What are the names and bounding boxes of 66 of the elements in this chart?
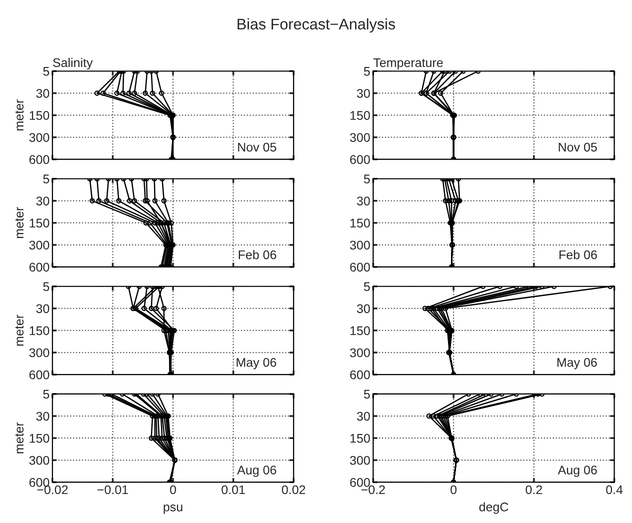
y-tick-label: 150 (30, 326, 50, 336)
y-tick-label: 300 (350, 133, 370, 142)
y-tick-label: 600 (29, 262, 50, 272)
y-tick-label: 5 (43, 67, 50, 76)
y-axis-title: meter (15, 99, 24, 130)
annotation: Feb 06 (560, 250, 597, 260)
y-axis-title: meter (15, 422, 24, 454)
y-tick-label: 300 (350, 348, 370, 358)
y-axis-title: meter (15, 207, 24, 238)
y-tick-label: 150 (350, 111, 370, 120)
x-tick-label: 0 (450, 485, 457, 494)
x-tick-label: 0.01 (222, 485, 245, 494)
x-tick-label: 0.2 (526, 485, 542, 494)
y-tick-label: 30 (356, 88, 370, 98)
annotation: Nov 05 (238, 142, 276, 152)
y-tick-label: 600 (29, 478, 50, 487)
annotation: Aug 06 (558, 466, 597, 477)
y-tick-label: 150 (30, 434, 50, 443)
chart-title: Bias Forecast−Analysis (238, 18, 396, 33)
y-tick-label: 300 (350, 240, 370, 250)
x-tick-label: 0.02 (282, 485, 306, 494)
y-tick-label: 600 (350, 370, 370, 380)
annotation: May 06 (236, 358, 276, 370)
y-tick-label: 150 (30, 218, 50, 228)
y-tick-label: 30 (356, 196, 370, 206)
y-tick-label: 150 (350, 326, 370, 336)
y-tick-label: 150 (30, 111, 50, 120)
y-tick-label: 30 (36, 88, 50, 98)
y-tick-label: 300 (29, 240, 50, 250)
y-tick-label: 5 (43, 390, 50, 399)
y-tick-label: 30 (36, 412, 50, 421)
x-tick-label: −0.02 (37, 485, 68, 494)
x-axis-title: degC (479, 502, 508, 514)
y-tick-label: 600 (350, 155, 370, 164)
y-axis-title: meter (15, 314, 24, 346)
y-tick-label: 600 (29, 370, 50, 380)
y-tick-label: 5 (43, 282, 50, 292)
y-tick-label: 30 (36, 304, 50, 314)
chart-subtitle: Salinity (53, 58, 93, 70)
y-tick-label: 300 (350, 456, 370, 465)
x-axis-title: psu (164, 504, 182, 514)
annotation: Aug 06 (237, 466, 276, 477)
x-tick-label: 0.4 (606, 485, 623, 494)
y-tick-label: 30 (356, 304, 370, 314)
chart-subtitle: Temperature (373, 58, 443, 70)
y-tick-label: 150 (350, 218, 370, 228)
y-tick-label: 600 (350, 478, 370, 487)
y-tick-label: 5 (364, 174, 370, 184)
y-tick-label: 30 (356, 412, 370, 421)
x-tick-label: −0.2 (361, 485, 385, 494)
y-tick-label: 300 (29, 133, 50, 142)
x-tick-label: 0 (170, 485, 176, 494)
y-tick-label: 30 (36, 196, 50, 206)
annotation: Nov 05 (558, 142, 597, 152)
y-tick-label: 5 (364, 390, 370, 399)
annotation: May 06 (557, 358, 597, 370)
y-tick-label: 600 (350, 262, 370, 272)
x-tick-label: −0.01 (98, 485, 128, 494)
y-tick-label: 300 (29, 456, 50, 465)
y-tick-label: 5 (364, 67, 370, 76)
y-tick-label: 5 (364, 282, 370, 292)
annotation: Feb 06 (238, 250, 276, 260)
y-tick-label: 5 (43, 174, 50, 184)
y-tick-label: 150 (350, 434, 370, 443)
y-tick-label: 300 (29, 348, 50, 358)
y-tick-label: 600 (29, 155, 50, 164)
